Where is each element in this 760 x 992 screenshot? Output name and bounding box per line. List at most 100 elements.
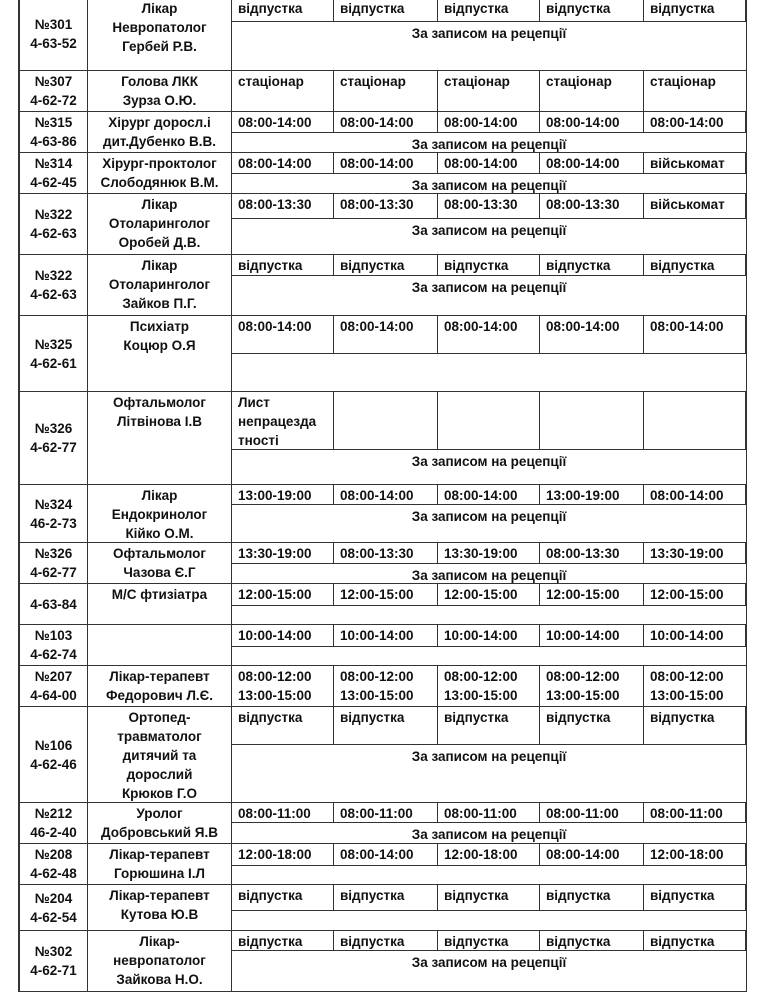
day-cell: 12:00-15:00 [232,584,334,606]
room-number: №325 [34,336,73,352]
day-cell: відпустка [540,255,644,276]
day-cell: 13:00-19:00 [540,485,644,505]
day-cell: відпустка [438,707,540,745]
room-number: №302 [34,944,73,959]
day-cell: 08:00-13:30 [438,194,540,219]
room-cell: №106 4-62-46 [20,707,88,802]
phone-number: 4-62-63 [30,226,77,241]
day-cell: 08:00-13:30 [540,543,644,564]
day-cell: відпустка [644,931,746,951]
day-cell: 08:00-12:00 13:00-15:00 [540,666,644,706]
room-cell: №315 4-63-86 [20,112,88,152]
day-cell: 08:00-12:00 13:00-15:00 [650,669,724,703]
day-cell: стаціонар [232,71,334,111]
doctor-cell: Лікар-терапевт Кутова Ю.В [88,885,232,930]
schedule-row: №106 4-62-46 Ортопед- травматолог дитячий … [20,707,746,803]
doctor-cell: Ортопед- травматолог дитячий та дорослий… [88,707,232,802]
room-cell: №302 4-62-71 [20,931,88,991]
appointment-note: За записом на рецепції [411,223,567,238]
day-cell: 08:00-14:00 [232,153,334,174]
appointment-note: За записом на рецепції [411,26,567,41]
day-cell: 10:00-14:00 [438,625,540,647]
day-cell: 08:00-11:00 [540,803,644,823]
appointment-note [232,647,746,665]
phone-number: 4-62-48 [30,866,77,881]
doctor-cell: Офтальмолог Чазова Є.Г [88,543,232,583]
day-cell: 10:00-14:00 [540,625,644,647]
room-number: №314 [34,156,73,171]
day-cell: 08:00-14:00 [334,153,438,174]
day-cell: відпустка [438,885,540,911]
schedule-row: №322 4-62-63 Лікар Отоларинголог Зайков П.… [20,255,746,316]
day-cell: 12:00-18:00 [232,844,334,866]
day-cell: 08:00-14:00 [438,153,540,174]
appointment-note [232,606,746,624]
day-cell: відпустка [232,0,334,22]
day-cell: 08:00-11:00 [334,803,438,823]
phone-number: 4-63-84 [30,596,77,612]
phone-number: 4-63-86 [30,134,77,149]
doctor-cell: Лікар Невропатолог Гербей Р.В. [88,0,232,70]
room-number: №326 [34,421,73,436]
day-cell: 08:00-14:00 [232,316,334,354]
room-cell: №322 4-62-63 [20,194,88,254]
room-number: №315 [34,115,73,130]
day-cell: 08:00-14:00 [232,112,334,133]
schedule-row: №212 46-2-40 Уролог Добровський Я.В 08:00-1… [20,803,746,844]
day-cell: 12:00-15:00 [438,584,540,606]
schedule-row: №324 46-2-73 Лікар Ендокринолог Кійко О.М.… [20,485,746,543]
room-number: №106 [34,737,73,753]
day-cell: 12:00-15:00 [540,584,644,606]
day-cell: відпустка [232,255,334,276]
schedule-row: №301 4-63-52 Лікар Невропатолог Гербей Р.В… [20,0,746,71]
room-number: №212 [34,806,73,821]
room-number: №208 [34,847,73,862]
room-cell: №103 4-62-74 [20,625,88,665]
room-number: №326 [34,546,73,561]
doctor-cell: Лікар Ендокринолог Кійко О.М. [88,485,232,542]
appointment-note: За записом на рецепції [411,568,567,583]
appointment-note [232,866,746,884]
doctor-cell: Лікар Отоларинголог Зайков П.Г. [88,255,232,315]
phone-number: 4-62-77 [30,565,77,580]
room-cell: №325 4-62-61 [20,316,88,391]
room-cell: 4-63-84 [20,584,88,624]
room-cell: №307 4-62-72 [20,71,88,111]
day-cell: відпустка [334,0,438,22]
appointment-note: За записом на рецепції [411,454,567,469]
day-cell: стаціонар [540,71,644,111]
room-number: №301 [34,17,73,32]
doctor-cell: Хірург доросл.і дит.Дубенко В.В. [88,112,232,152]
doctor-cell: Лікар-терапевт Федорович Л.Є. [88,666,232,706]
appointment-note: За записом на рецепції [411,280,567,295]
phone-number: 4-62-61 [30,355,77,371]
schedule-row: №314 4-62-45 Хірург-проктолог Слободянюк В… [20,153,746,194]
day-cell: відпустка [438,0,540,22]
day-cell: 08:00-14:00 [644,112,746,133]
room-cell: №322 4-62-63 [20,255,88,315]
room-number: №204 [34,890,73,906]
day-cell: 08:00-14:00 [334,112,438,133]
schedule-row: №204 4-62-54 Лікар-терапевт Кутова Ю.В відп… [20,885,746,931]
day-cell: 08:00-12:00 13:00-15:00 [334,666,438,706]
day-cell: Лист непрацезда тності [232,392,334,450]
doctor-cell: Голова ЛКК Зурза О.Ю. [88,71,232,111]
day-cell: стаціонар [334,71,438,111]
room-cell: №212 46-2-40 [20,803,88,843]
phone-number: 4-62-63 [30,287,77,302]
day-cell: 10:00-14:00 [644,625,746,647]
day-cell: 08:00-11:00 [644,803,746,823]
room-cell: №326 4-62-77 [20,543,88,583]
doctor-cell: Офтальмолог Літвінова І.В [88,392,232,484]
appointment-note: За записом на рецепції [411,827,567,842]
room-cell: №324 46-2-73 [20,485,88,542]
room-cell: №326 4-62-77 [20,392,88,484]
day-cell: 13:30-19:00 [438,543,540,564]
day-cell: відпустка [334,931,438,951]
day-cell: 08:00-14:00 [540,112,644,133]
doctor-cell: Хірург-проктолог Слободянюк В.М. [88,153,232,193]
doctor-cell [88,625,232,665]
day-cell: 12:00-18:00 [644,844,746,866]
day-cell: 13:30-19:00 [644,543,746,564]
room-cell: №301 4-63-52 [20,0,88,70]
